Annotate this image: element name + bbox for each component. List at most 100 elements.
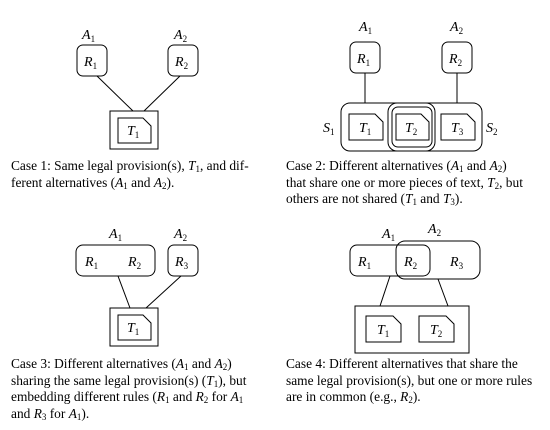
caption-run: 1 <box>412 197 417 207</box>
case2-label-r2: R2 <box>448 52 462 68</box>
caption-run: 2 <box>494 180 500 191</box>
caption-run: ) <box>227 356 232 371</box>
case4-label-r3: R3 <box>449 255 464 271</box>
case2-label-t2: T2 <box>405 121 417 137</box>
caption-run: T <box>442 191 451 206</box>
caption-run: ). <box>166 174 175 190</box>
caption-run: 1 <box>195 164 200 174</box>
case2-label-a1: A1 <box>358 20 372 36</box>
case3-label-r3: R3 <box>174 255 189 271</box>
case1-label-a1: A1 <box>81 28 95 44</box>
caption-run: A <box>115 174 124 190</box>
caption-run: are in common (e.g., <box>286 389 401 404</box>
case2-label-r1: R1 <box>356 52 370 68</box>
case-4-caption: Case 4: Different alternatives that shar… <box>286 356 548 406</box>
caption-run: T <box>206 372 214 388</box>
caption-run: 2 <box>408 395 413 405</box>
case2-label-t1: T1 <box>359 121 371 137</box>
caption-run: that share one or more pieces of text, <box>286 174 488 190</box>
case3-rule-group-a1 <box>75 244 156 277</box>
case-3-caption: Case 3: Different alternatives (A1 and A… <box>11 356 279 422</box>
case-4-diagram: A1 A2 R1 R2 R3 T1 T2 <box>349 222 481 354</box>
case3-connector-a2 <box>145 275 182 309</box>
case4-label-r1: R1 <box>357 255 371 271</box>
case-1-caption: Case 1: Same legal provision(s), T1, and… <box>11 158 279 191</box>
case2-label-a2: A2 <box>449 20 463 36</box>
caption-run: A <box>230 389 239 404</box>
case4-connector-a2 <box>437 278 449 307</box>
case3-document-icon-t1 <box>117 314 152 341</box>
case1-label-t1: T1 <box>127 124 139 140</box>
case4-label-a1: A1 <box>381 227 395 243</box>
caption-run: 1 <box>459 164 464 174</box>
caption-run: R <box>33 405 42 421</box>
case1-connector-r1 <box>96 75 134 112</box>
case2-document-icon-t2 <box>395 113 430 141</box>
caption-run: and <box>11 405 34 421</box>
caption-run: 1 <box>213 378 219 389</box>
case4-text-frame <box>354 305 470 354</box>
caption-run: Case 4: Different alternatives that shar… <box>286 356 518 371</box>
caption-run: 1 <box>238 395 244 405</box>
caption-run: and <box>416 191 443 206</box>
caption-run: 3 <box>41 411 47 422</box>
case1-label-a2: A2 <box>173 28 187 44</box>
case1-label-r2: R2 <box>174 55 188 71</box>
case2-set-s1 <box>340 102 436 152</box>
case4-label-a2: A2 <box>427 222 441 238</box>
caption-run: A <box>450 158 460 173</box>
caption-run: and <box>188 356 215 371</box>
caption-run: R <box>400 389 409 404</box>
case3-label-r2: R2 <box>127 255 141 271</box>
case3-connector-a1 <box>117 275 131 309</box>
caption-run: R <box>156 389 166 404</box>
caption-run: others are not shared ( <box>286 191 405 206</box>
caption-run: Case 1: Same legal provision(s), <box>11 158 189 173</box>
case4-label-r2: R2 <box>403 255 417 271</box>
case1-label-r1: R1 <box>83 55 97 71</box>
case4-document-icon-t1 <box>365 315 402 343</box>
caption-run: ). <box>412 389 421 404</box>
case-2-caption: Case 2: Different alternatives (A1 and A… <box>286 158 548 208</box>
caption-run: 2 <box>203 395 209 405</box>
caption-run: same legal provision(s), but one or more… <box>286 372 533 388</box>
caption-run: ) <box>502 158 507 173</box>
case2-label-t3: T3 <box>451 121 464 137</box>
caption-run: R <box>195 389 204 404</box>
caption-run: and <box>169 389 196 404</box>
caption-run: A <box>214 356 223 371</box>
case3-label-t1: T1 <box>127 321 139 337</box>
caption-run: ferent alternatives ( <box>11 174 116 190</box>
case1-rule-box-r1 <box>76 44 108 77</box>
caption-run: ). <box>81 405 90 421</box>
caption-run: 1 <box>184 362 189 372</box>
caption-run: embedding different rules ( <box>11 389 157 404</box>
case4-connector-a1 <box>379 275 391 307</box>
caption-run: sharing the same legal provision(s) ( <box>11 372 207 388</box>
caption-run: 3 <box>450 197 455 207</box>
caption-run: 1 <box>76 411 82 422</box>
caption-run: T <box>188 158 196 173</box>
caption-run: 1 <box>165 395 170 405</box>
case1-document-icon-t1 <box>117 117 152 144</box>
caption-run: A <box>175 356 185 371</box>
case4-label-t1: T1 <box>377 323 389 339</box>
case-1-diagram: A1 A2 R1 R2 T1 <box>76 28 199 150</box>
case3-label-r1: R1 <box>84 255 98 271</box>
caption-run: A <box>489 158 498 173</box>
case3-label-a1: A1 <box>108 227 122 243</box>
case4-document-icon-t2 <box>418 315 455 343</box>
case4-label-t2: T2 <box>430 323 442 339</box>
caption-run: 2 <box>162 180 167 191</box>
caption-run: ). <box>454 191 463 206</box>
case-3-diagram: A1 A2 R1 R2 R3 T1 <box>75 227 199 347</box>
case2-set-s2 <box>387 102 483 152</box>
case3-label-a2: A2 <box>173 227 187 243</box>
case-2-diagram: A1 A2 R1 R2 S1 S2 T1 T2 T3 <box>323 20 498 152</box>
caption-run: 1 <box>123 180 128 191</box>
caption-run: A <box>153 174 162 190</box>
caption-run: for <box>208 389 231 404</box>
caption-run: Case 2: Different alternatives ( <box>286 158 451 173</box>
case2-label-s1: S1 <box>323 121 335 137</box>
